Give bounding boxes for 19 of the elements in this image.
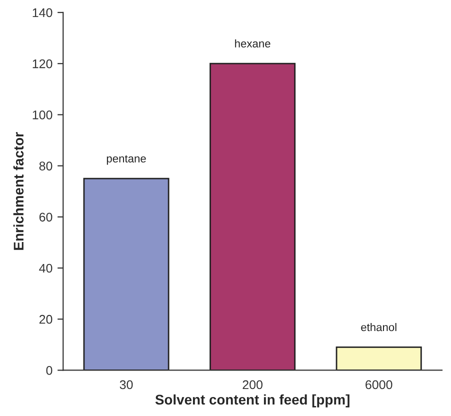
x-axis-title: Solvent content in feed [ppm] bbox=[155, 394, 350, 408]
x-tick-label: 30 bbox=[120, 380, 133, 390]
y-tick-label: 0 bbox=[46, 366, 52, 375]
bar bbox=[336, 346, 422, 370]
y-tick-label: 60 bbox=[39, 212, 52, 222]
x-tick-label: 200 bbox=[242, 380, 262, 390]
y-tick-label: 120 bbox=[32, 59, 52, 68]
annotation: ethanol bbox=[361, 322, 396, 332]
y-tick-label: 100 bbox=[32, 110, 52, 120]
y-tick-label: 80 bbox=[39, 162, 52, 170]
x-tick-label: 6000 bbox=[366, 380, 392, 390]
bar bbox=[210, 62, 296, 370]
y-tick-label: 140 bbox=[32, 8, 52, 18]
bar bbox=[83, 178, 170, 370]
y-tick-label: 40 bbox=[39, 264, 52, 273]
y-tick-label: 20 bbox=[39, 314, 52, 324]
annotation: hexane bbox=[235, 39, 270, 48]
y-axis-title: Enrichment factor bbox=[13, 132, 24, 250]
annotation: pentane bbox=[106, 155, 146, 165]
